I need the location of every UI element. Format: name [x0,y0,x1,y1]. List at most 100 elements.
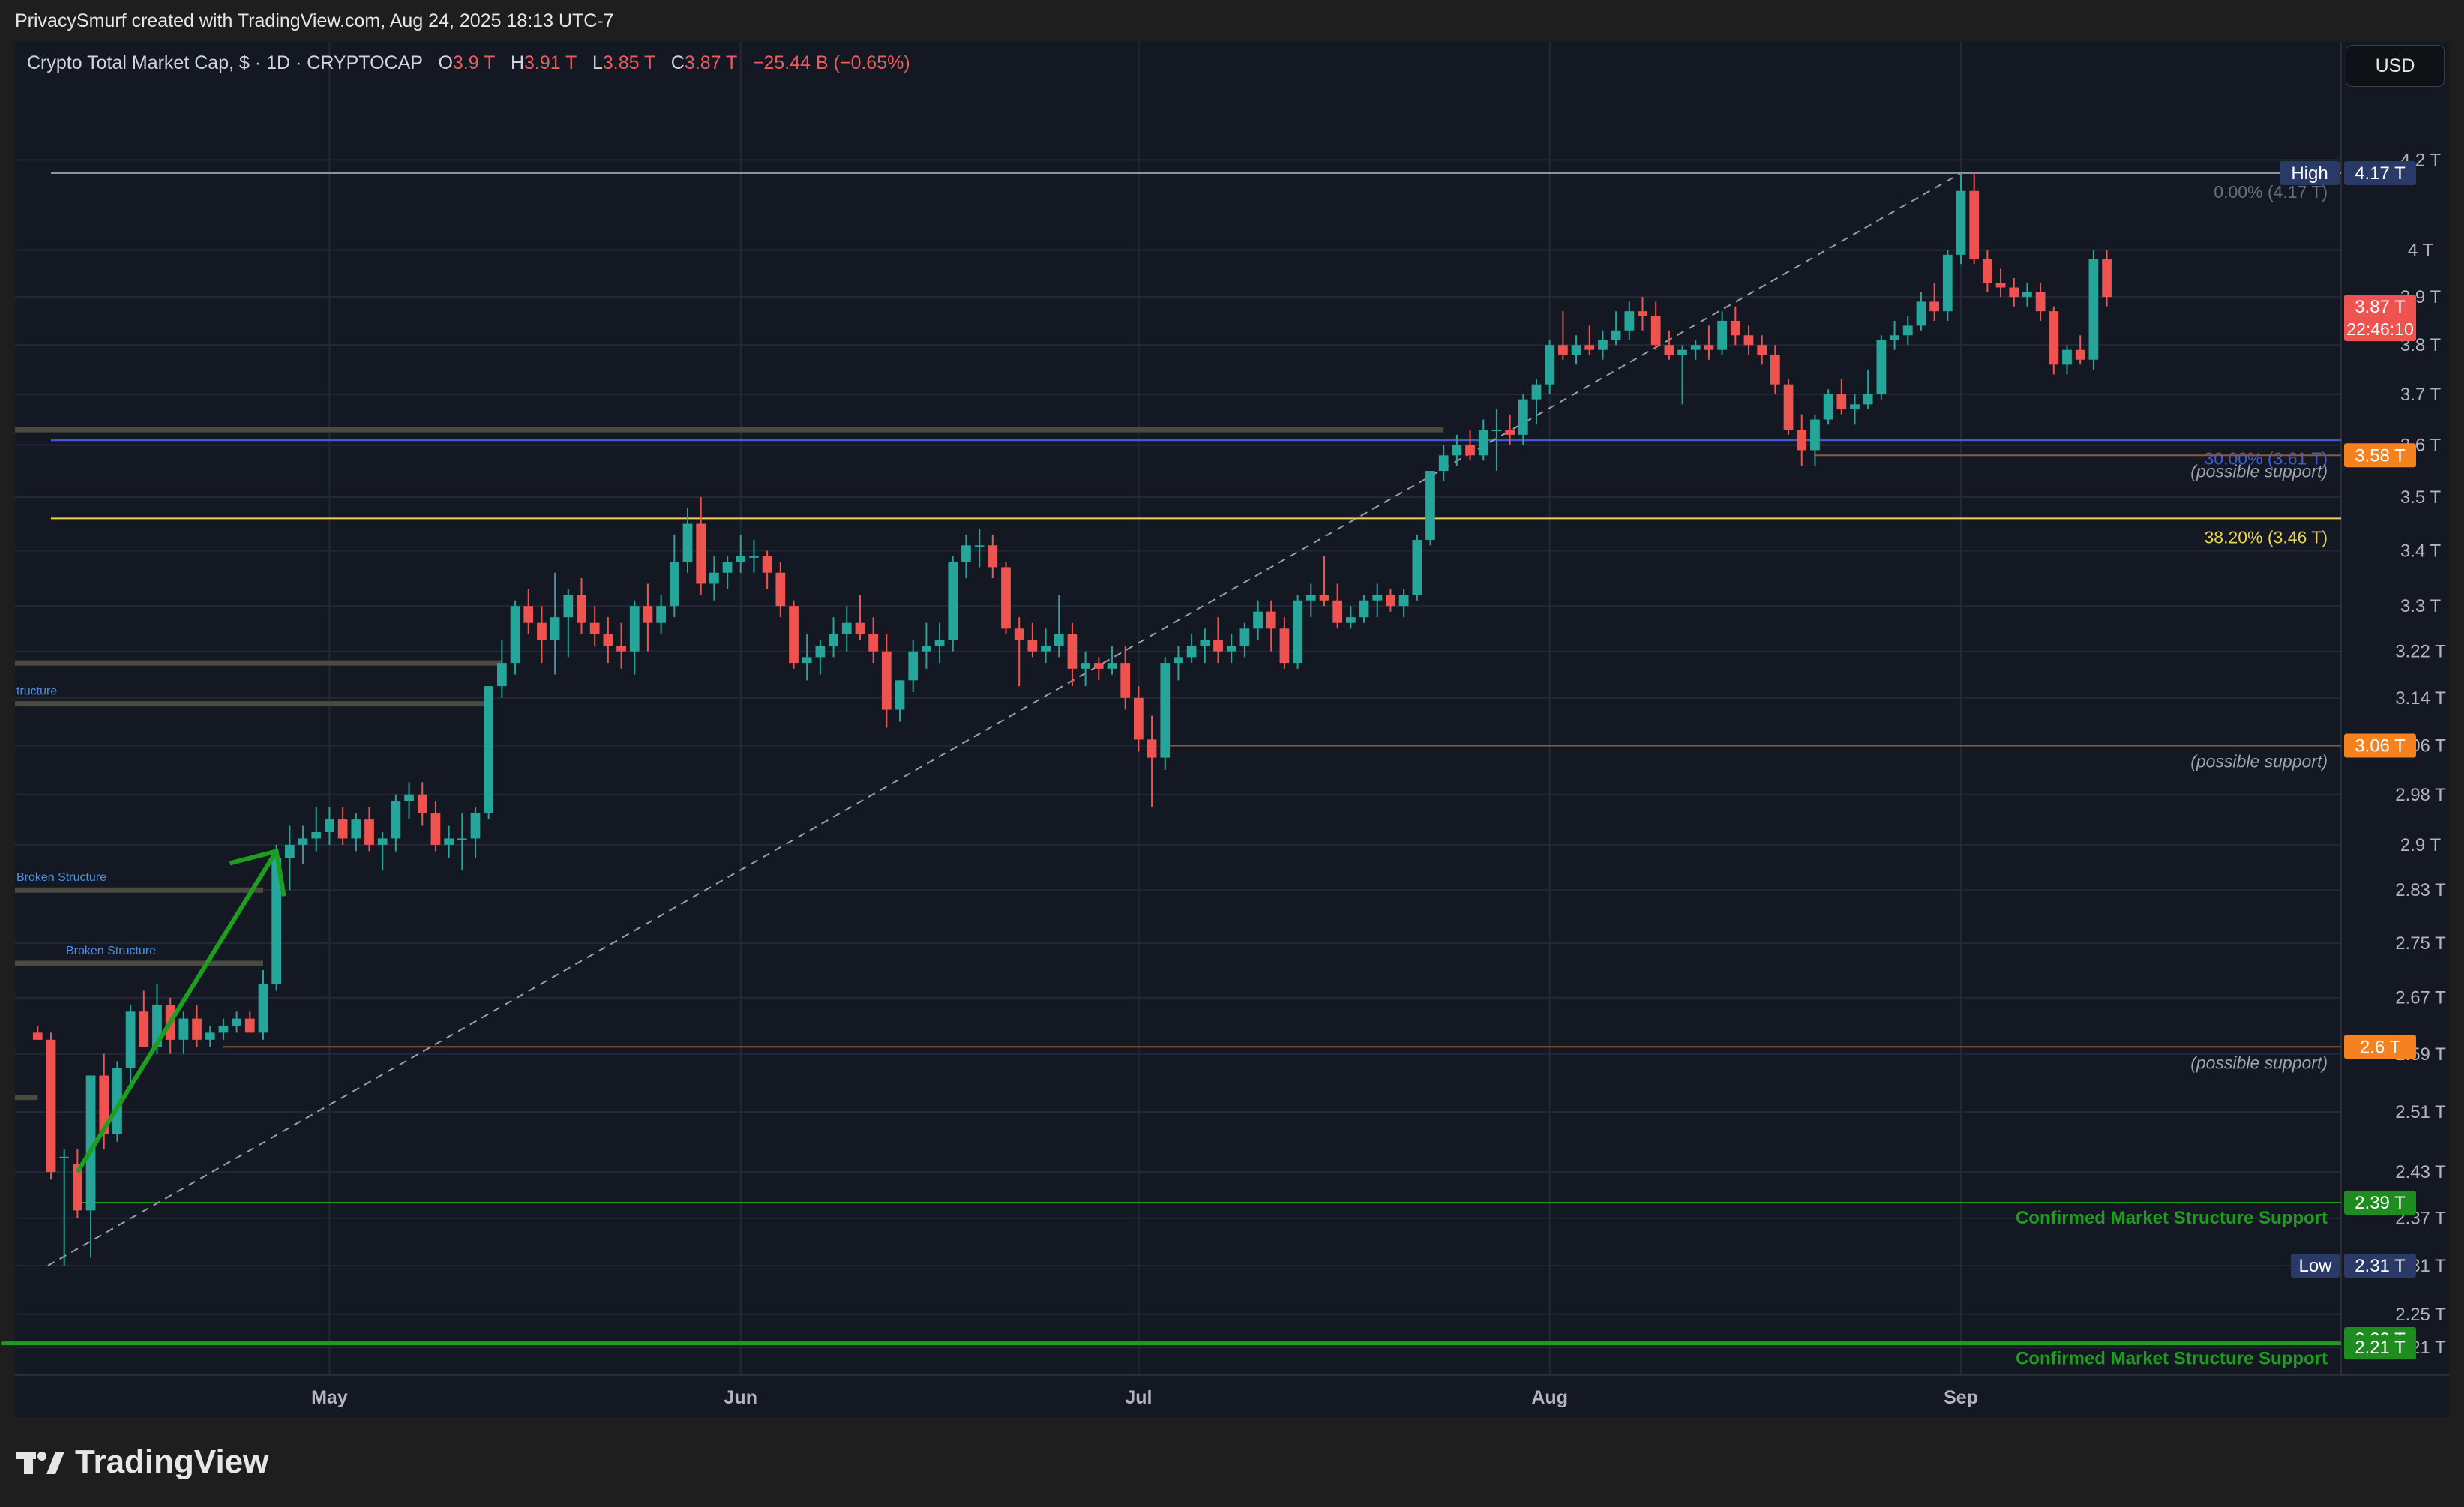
candle-body [1876,340,1887,394]
candle-body [1890,335,1899,340]
candle-body [1332,600,1343,623]
candle-body [895,680,905,710]
price-axis-label: 2.98 T [2395,785,2446,805]
candle-body [2102,259,2112,298]
candle-body [1372,595,1383,601]
candle-body [1531,384,1542,400]
candle-body [908,651,919,681]
time-axis-label: Sep [1944,1387,1978,1408]
price-marker-value: 4.17 T [2355,163,2406,184]
candle-body [298,838,308,845]
candle-body [285,844,295,858]
candle-body [1598,340,1608,350]
candle-body [325,819,334,832]
candle-body [988,545,998,568]
price-marker-badge [2344,443,2416,468]
price-marker-tag: Low [2298,1256,2332,1276]
candle-body [1491,430,1502,432]
candle-body [1001,567,1011,629]
candle-body [32,1032,43,1040]
candle-body [1319,595,1329,601]
candle-body [1850,404,1860,410]
price-marker-tag-badge [2291,1254,2340,1278]
candle-body [815,646,826,658]
candle-body [258,984,268,1033]
candle-body [139,1011,149,1047]
countdown-timer: 22:46:10 [2346,319,2414,339]
candle-body [1969,190,1980,260]
candle-body [218,1025,229,1033]
open-value: 3.9 T [452,52,495,73]
candle-body [1054,634,1064,646]
currency-button[interactable]: USD [2346,45,2445,87]
candle-body [1995,283,2006,288]
candle-body [1518,399,1528,435]
candle-body [1200,640,1210,646]
candle-body [881,651,892,710]
price-marker-badge [2344,1035,2416,1059]
price-axis-label: 3.7 T [2400,385,2442,405]
candle-body [1545,345,1555,385]
candle-body [1584,345,1595,350]
candle-body [510,606,520,664]
candle-body [404,794,414,801]
tradingview-brand: TradingView [75,1443,269,1480]
candle-body [1398,595,1409,607]
candle-body [961,545,971,562]
price-axis-label: 2.67 T [2395,988,2446,1008]
price-marker-badge [2344,1254,2416,1278]
candle-body [1027,640,1038,652]
fib-level-label: 0.00% (4.17 T) [2214,182,2328,202]
price-axis-label: 2.75 T [2395,933,2446,954]
candle-body [1624,311,1635,331]
candle-body [696,523,706,584]
candle-body [1186,646,1197,658]
candle-body [2062,349,2072,365]
price-marker-tag-badge [2280,161,2340,185]
candle-body [1638,311,1647,316]
candle-body [1783,384,1794,430]
candle-body [1465,445,1475,456]
price-axis-label: 4 T [2408,241,2434,261]
candle-body [430,813,441,845]
price-axis-label: 3.3 T [2400,596,2442,616]
candle-body [709,572,719,584]
candle-body [537,622,547,640]
dashed-trendline [47,172,1962,1266]
close-label: C [670,52,685,73]
candle-body [682,523,693,562]
price-axis-label: 3.22 T [2395,642,2446,662]
price-marker-value: 2.6 T [2360,1037,2401,1057]
candle-body [523,606,534,623]
price-axis-label: 2.25 T [2395,1305,2446,1325]
candle-body [337,819,348,839]
candle-body [1677,349,1687,355]
candle-body [1253,611,1263,629]
candle-body [1929,301,1939,312]
candle-body [1823,394,1833,420]
candle-body [1836,394,1847,410]
close-value: 3.87 T [684,52,737,73]
candle-body [722,562,733,573]
candle-body [1120,663,1131,698]
candle-body [629,606,640,652]
candle-body [669,562,679,607]
symbol-name: Crypto Total Market Cap, $ · 1D · CRYPTO… [27,52,423,73]
tradingview-footer: TradingView [16,1440,268,1485]
candle-body [1279,628,1290,664]
candle-body [603,634,613,646]
low-label: L [592,52,603,73]
candle-body [1717,320,1727,350]
candle-body [855,622,865,634]
candle-body [1107,663,1117,669]
candle-body [1438,455,1449,472]
candle-body [775,572,786,607]
high-value: 3.91 T [524,52,577,73]
candle-body [1571,345,1581,355]
candle-body [2022,292,2032,298]
candle-body [948,562,958,640]
candle-body [46,1039,56,1173]
price-marker-value: 3.06 T [2355,736,2406,756]
candle-body [789,606,799,664]
